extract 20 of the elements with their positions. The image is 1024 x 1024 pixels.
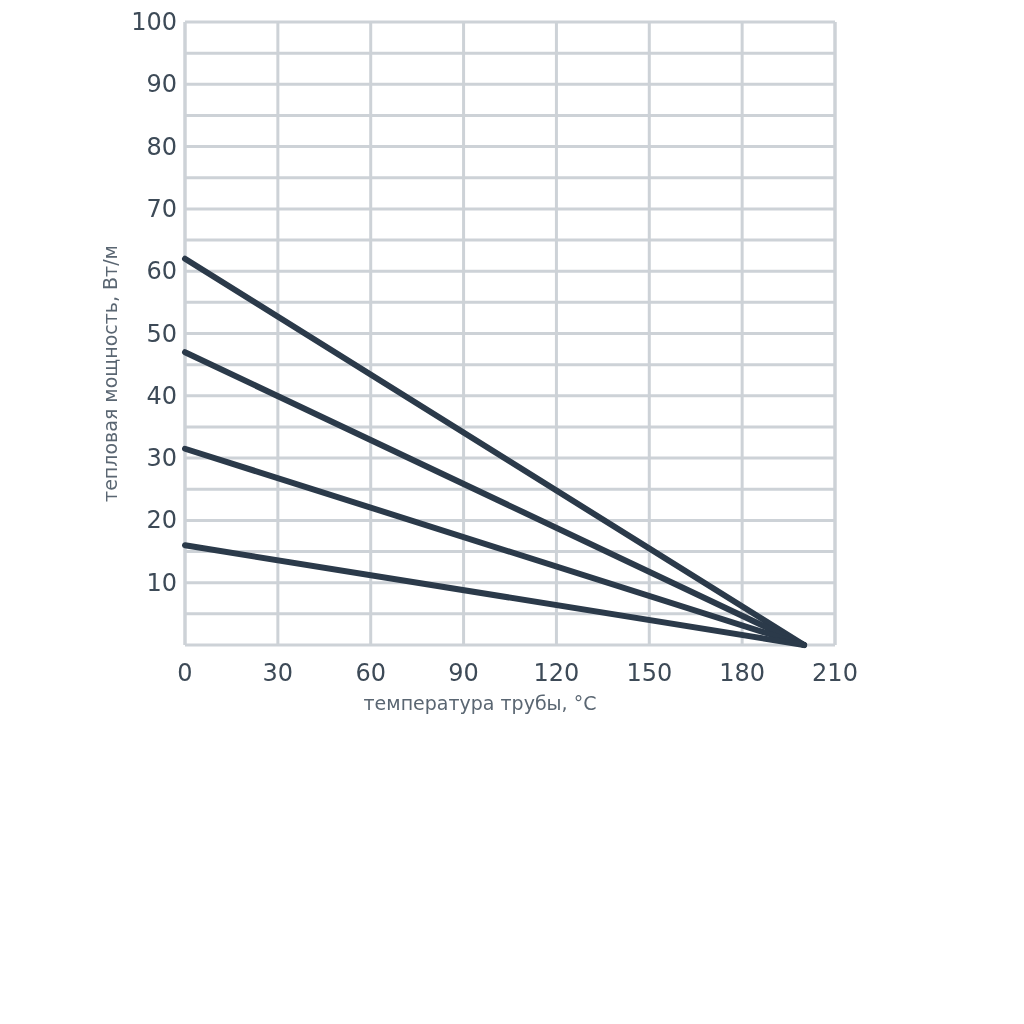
y-tick-label: 100 [131, 8, 177, 36]
y-tick-label: 90 [146, 70, 177, 99]
y-tick-label: 50 [146, 319, 177, 348]
y-axis-title: тепловая мощность, Вт/м [99, 245, 121, 502]
x-axis-title: температура трубы, °C [363, 692, 597, 714]
x-tick-label: 0 [177, 659, 193, 687]
x-tick-label: 30 [262, 659, 294, 687]
x-tick-label: 120 [533, 659, 580, 687]
x-tick-label: 90 [448, 659, 479, 687]
x-tick-label: 150 [626, 659, 673, 687]
x-tick-label: 60 [355, 659, 386, 687]
x-tick-label: 210 [812, 659, 858, 687]
y-tick-label: 40 [146, 381, 177, 410]
y-tick-label: 10 [146, 568, 177, 597]
y-tick-label: 70 [146, 194, 177, 223]
y-tick-label: 80 [146, 132, 177, 161]
y-tick-label: 20 [146, 506, 177, 535]
y-tick-label: 30 [146, 444, 177, 473]
y-tick-label: 60 [146, 257, 177, 286]
x-tick-label: 180 [719, 659, 766, 687]
